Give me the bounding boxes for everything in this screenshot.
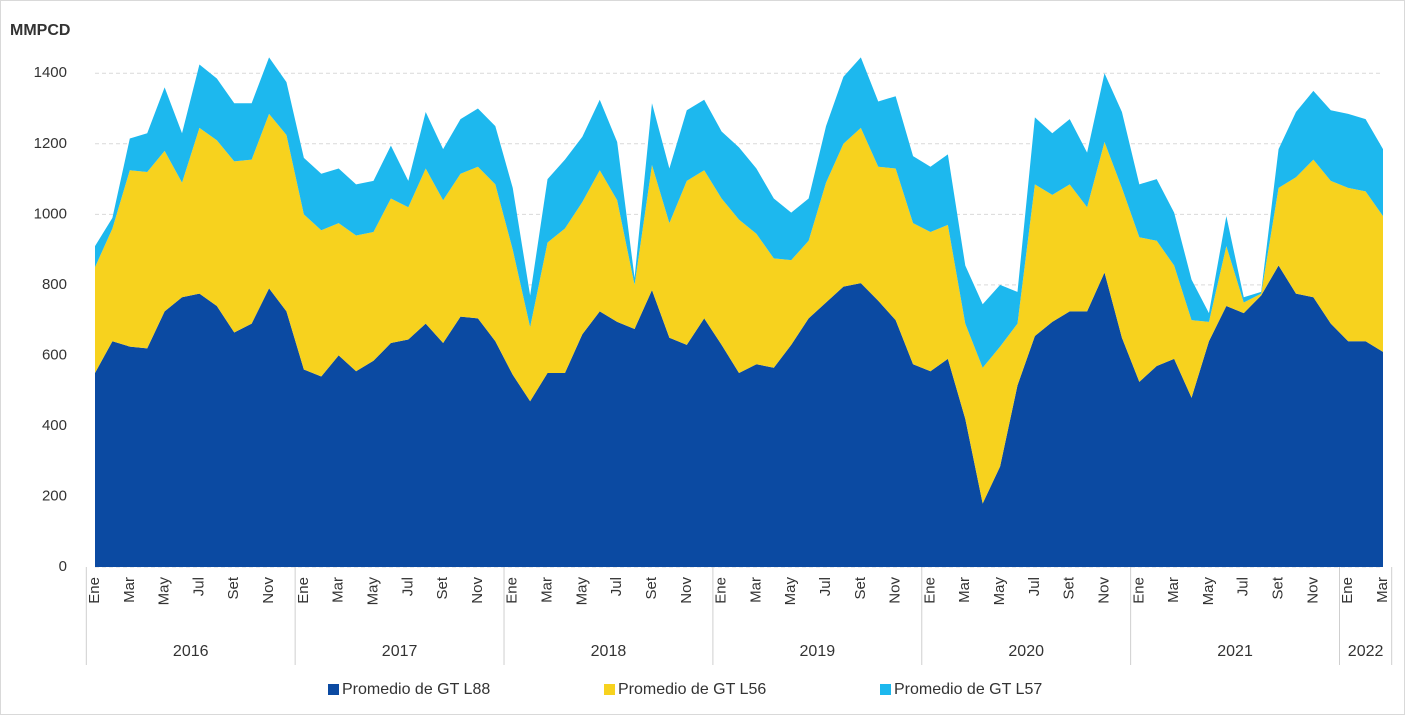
year-label: 2022 bbox=[1348, 643, 1384, 660]
x-tick-label: Ene bbox=[921, 577, 938, 604]
x-tick-label: Set bbox=[1270, 576, 1287, 599]
legend-label: Promedio de GT L57 bbox=[894, 681, 1042, 698]
year-label: 2019 bbox=[800, 643, 836, 660]
x-tick-label: Set bbox=[434, 576, 451, 599]
x-tick-label: Jul bbox=[190, 577, 207, 596]
x-tick-label: Nov bbox=[678, 577, 695, 604]
x-tick-label: Ene bbox=[86, 577, 103, 604]
y-tick-label: 400 bbox=[42, 417, 67, 434]
y-tick-label: 1000 bbox=[34, 205, 67, 222]
x-tick-label: Jul bbox=[1235, 577, 1252, 596]
x-tick-label: Nov bbox=[1304, 577, 1321, 604]
x-tick-label: Nov bbox=[260, 577, 277, 604]
x-tick-label: Mar bbox=[330, 577, 347, 603]
legend-label: Promedio de GT L56 bbox=[618, 681, 766, 698]
x-tick-label: Ene bbox=[504, 577, 521, 604]
x-tick-label: Jul bbox=[1026, 577, 1043, 596]
x-tick-label: Nov bbox=[887, 577, 904, 604]
area-1 bbox=[95, 113, 1383, 504]
x-tick-label: Mar bbox=[1374, 577, 1391, 603]
x-tick-label: May bbox=[1200, 577, 1217, 606]
x-tick-label: May bbox=[364, 577, 381, 606]
area-0 bbox=[95, 265, 1383, 567]
y-tick-label: 1400 bbox=[34, 64, 67, 81]
y-tick-label: 600 bbox=[42, 346, 67, 363]
legend-swatch bbox=[604, 684, 615, 695]
year-label: 2020 bbox=[1008, 643, 1044, 660]
x-tick-label: Jul bbox=[608, 577, 625, 596]
x-tick-label: Ene bbox=[1130, 577, 1147, 604]
x-tick-label: Ene bbox=[1339, 577, 1356, 604]
x-tick-label: Nov bbox=[469, 577, 486, 604]
x-tick-label: Mar bbox=[747, 577, 764, 603]
x-tick-label: Mar bbox=[539, 577, 556, 603]
x-tick-label: Set bbox=[1061, 576, 1078, 599]
legend-swatch bbox=[328, 684, 339, 695]
year-label: 2016 bbox=[173, 643, 209, 660]
x-tick-label: Set bbox=[643, 576, 660, 599]
legend-swatch bbox=[880, 684, 891, 695]
y-tick-label: 0 bbox=[59, 558, 67, 575]
year-label: 2021 bbox=[1217, 643, 1253, 660]
x-tick-label: May bbox=[156, 577, 173, 606]
x-tick-label: May bbox=[573, 577, 590, 606]
x-tick-label: Ene bbox=[295, 577, 312, 604]
y-axis-label: MMPCD bbox=[10, 22, 70, 39]
y-tick-label: 200 bbox=[42, 487, 67, 504]
year-label: 2017 bbox=[382, 643, 418, 660]
x-tick-label: Mar bbox=[956, 577, 973, 603]
x-tick-label: May bbox=[991, 577, 1008, 606]
year-label: 2018 bbox=[591, 643, 627, 660]
x-tick-label: Nov bbox=[1095, 577, 1112, 604]
x-tick-label: Mar bbox=[1165, 577, 1182, 603]
x-tick-label: May bbox=[782, 577, 799, 606]
legend-label: Promedio de GT L88 bbox=[342, 681, 490, 698]
x-tick-label: Ene bbox=[713, 577, 730, 604]
area-2 bbox=[95, 57, 1383, 368]
x-tick-label: Set bbox=[225, 576, 242, 599]
x-tick-label: Set bbox=[852, 576, 869, 599]
y-tick-label: 800 bbox=[42, 276, 67, 293]
x-tick-label: Jul bbox=[817, 577, 834, 596]
y-tick-label: 1200 bbox=[34, 135, 67, 152]
x-tick-label: Jul bbox=[399, 577, 416, 596]
x-tick-label: Mar bbox=[121, 577, 138, 603]
